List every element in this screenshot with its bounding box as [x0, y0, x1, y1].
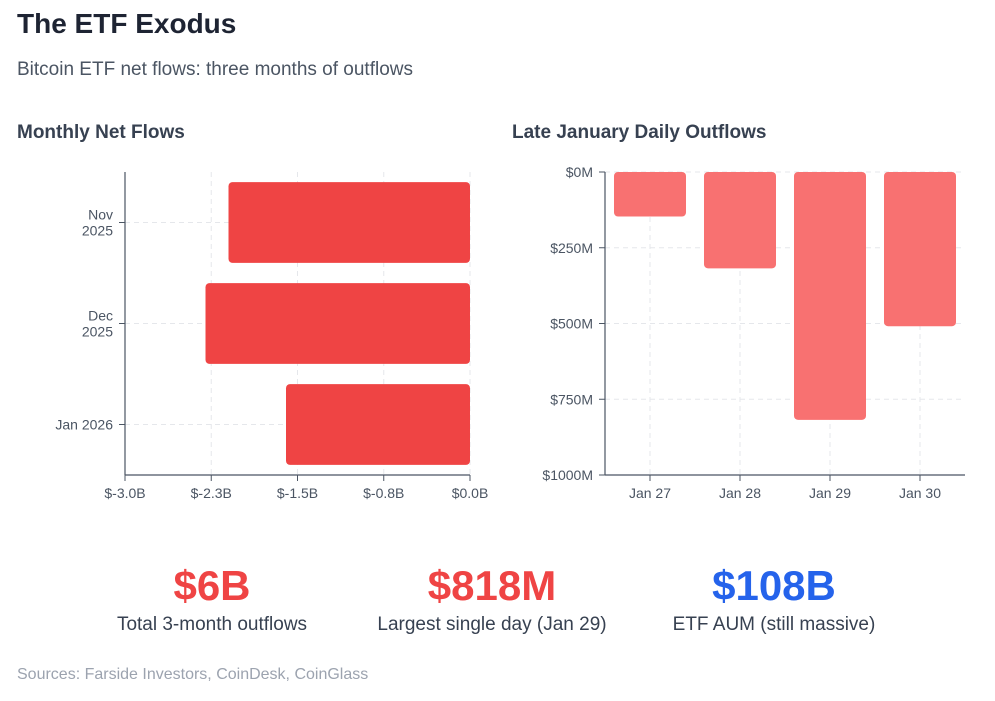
bar-1 — [704, 172, 776, 269]
stat-etf-aum: $108B ETF AUM (still massive) — [624, 560, 924, 636]
bar-3 — [884, 172, 956, 327]
daily-outflows-chart: $0M $250M $500M $750M $1000M Jan 27 Jan 28 Jan … — [542, 164, 965, 501]
bar-2 — [794, 172, 866, 420]
y-tick-label: $0M — [566, 164, 593, 180]
page-title: The ETF Exodus — [17, 8, 237, 39]
bar-2 — [286, 384, 470, 465]
y-tick-label: $1000M — [542, 467, 593, 483]
x-tick-label: Jan 28 — [719, 485, 761, 501]
daily-chart-title: Late January Daily Outflows — [512, 122, 767, 143]
stat-total-outflows: $6B Total 3-month outflows — [62, 560, 362, 636]
y-tick-label: Nov — [88, 207, 113, 223]
stat-largest-day: $818M Largest single day (Jan 29) — [342, 560, 642, 636]
bar-0 — [228, 182, 470, 263]
stat-label: Total 3-month outflows — [116, 614, 308, 635]
stat-value: $6B — [173, 562, 251, 609]
x-tick-label: Jan 27 — [629, 485, 671, 501]
stat-value: $108B — [712, 562, 836, 609]
y-tick-label: $250M — [550, 240, 593, 256]
x-tick-label: $-3.0B — [104, 485, 145, 501]
stat-value: $818M — [427, 562, 557, 609]
bar-0 — [614, 172, 686, 217]
y-tick-label: $500M — [550, 316, 593, 332]
x-tick-label: Jan 29 — [809, 485, 851, 501]
monthly-chart-title: Monthly Net Flows — [17, 122, 185, 143]
bar-1 — [205, 283, 470, 364]
x-tick-label: $-0.8B — [363, 485, 404, 501]
x-tick-label: $0.0B — [452, 485, 489, 501]
y-tick-label: 2025 — [82, 223, 113, 239]
y-tick-label: 2025 — [82, 324, 113, 340]
y-tick-label: $750M — [550, 391, 593, 407]
y-tick-label: Dec — [88, 308, 113, 324]
monthly-net-flows-chart: $-3.0B $-2.3B $-1.5B $-0.8B $0.0BNov2025Dec2… — [55, 172, 489, 501]
x-tick-label: $-1.5B — [277, 485, 318, 501]
sources-footnote: Sources: Farside Investors, CoinDesk, Co… — [17, 666, 369, 683]
x-tick-label: $-2.3B — [191, 485, 232, 501]
y-tick-label: Jan 2026 — [55, 417, 113, 433]
page-subtitle: Bitcoin ETF net flows: three months of o… — [17, 59, 414, 80]
stat-label: ETF AUM (still massive) — [672, 614, 876, 635]
stat-label: Largest single day (Jan 29) — [377, 614, 607, 635]
x-tick-label: Jan 30 — [899, 485, 941, 501]
